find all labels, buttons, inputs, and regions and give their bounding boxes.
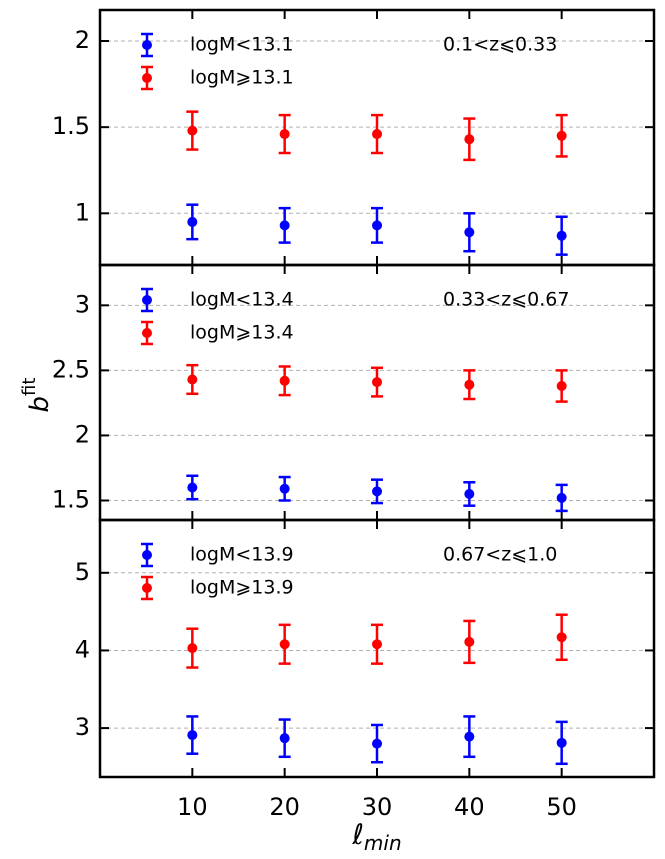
legend-label: logM⩾13.9 [190,577,294,599]
point [372,377,382,388]
annotation: 0.67<z⩽1.0 [443,544,557,566]
point [372,486,382,497]
x-tick-label: 20 [269,793,300,821]
point [464,731,475,742]
legend-marker [142,73,152,83]
y-tick-label: 1.5 [52,485,90,513]
point [279,375,290,386]
panel-frame [98,518,656,779]
y-label-main: b [25,396,55,413]
point [187,125,198,136]
point [556,230,567,241]
legend-marker [142,550,152,560]
point [556,130,567,141]
point [556,737,567,748]
x-tick-label: 50 [546,793,577,821]
y-axis-label: bfit [19,378,55,413]
legend-marker [142,40,152,50]
point [464,227,475,238]
y-tick-label: 3 [75,290,90,318]
point [372,129,382,140]
legend-label: logM<13.1 [190,34,294,56]
y-tick-label: 1 [75,198,90,226]
point [464,134,475,145]
y-tick-label: 5 [75,558,90,586]
point [279,129,290,140]
y-tick-label: 2 [75,26,90,54]
point [279,733,290,744]
point [556,380,567,391]
point [556,632,567,643]
legend-label: logM<13.4 [190,289,294,311]
annotation: 0.1<z⩽0.33 [443,34,557,56]
point [556,492,567,503]
point [187,216,198,227]
annotation: 0.33<z⩽0.67 [443,289,569,311]
y-label-sup: fit [19,378,40,396]
point [279,220,290,231]
point [279,483,290,494]
point [187,730,198,741]
y-tick-label: 4 [75,635,90,663]
point [464,636,475,647]
point [464,379,475,390]
point [464,488,475,499]
legend-marker [142,583,152,593]
y-tick-label: 1.5 [52,112,90,140]
legend-marker [142,295,152,305]
x-tick-label: 10 [177,793,208,821]
point [279,639,290,650]
legend-label: logM⩾13.4 [190,322,294,344]
y-tick-label: 2.5 [52,355,90,383]
legend-label: logM<13.9 [190,544,294,566]
point [372,639,382,650]
x-tick-label: 30 [362,793,393,821]
x-label-main: ℓ [351,818,364,851]
point [187,482,198,493]
y-tick-label: 2 [75,420,90,448]
legend-label: logM⩾13.1 [190,67,294,89]
x-axis-label: ℓmin [351,818,401,855]
point [372,220,382,231]
point [372,738,382,749]
y-tick-label: 3 [75,713,90,741]
legend-marker [142,328,152,338]
point [187,643,198,654]
x-tick-label: 40 [454,793,485,821]
x-label-sub: min [364,831,402,855]
point [187,374,198,385]
